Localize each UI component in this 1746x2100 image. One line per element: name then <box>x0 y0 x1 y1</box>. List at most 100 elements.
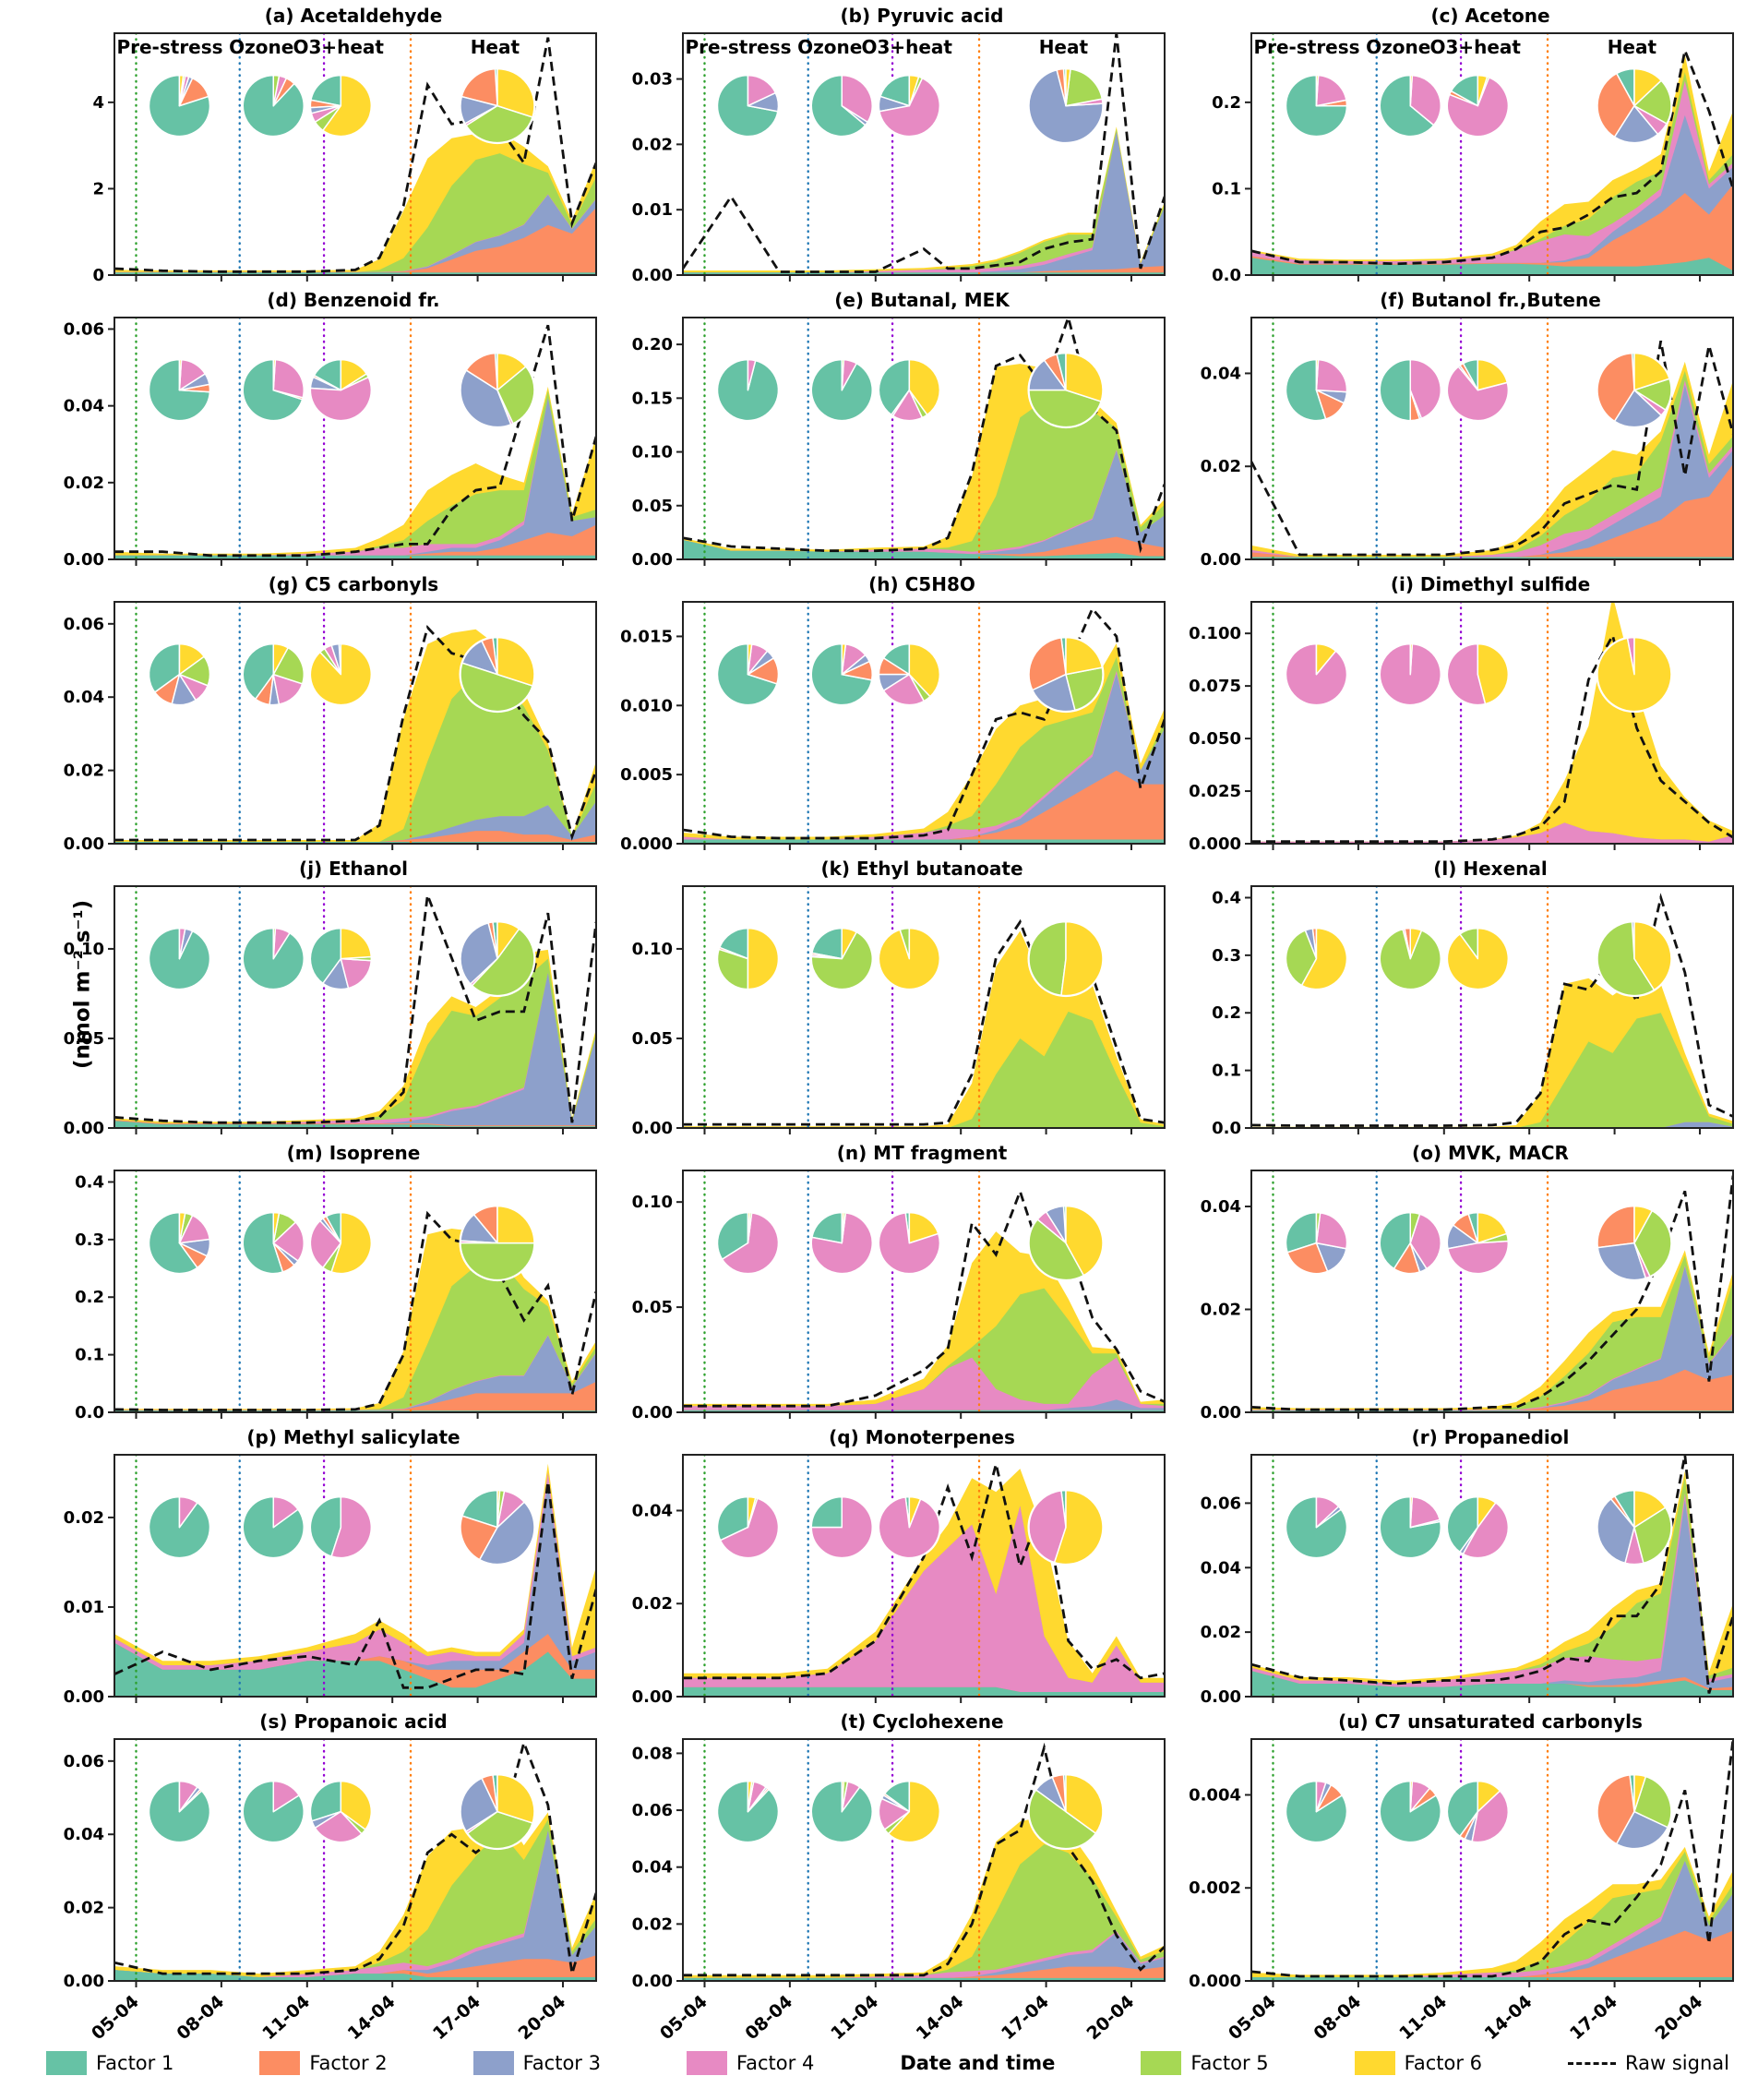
pie-o3-heat-a <box>308 74 373 138</box>
panel-a: (a) Acetaldehyde Pre-stress Ozone O3+heat He… <box>37 4 605 288</box>
x-axis-label: Date and time <box>900 2052 1056 2074</box>
y-tick-label: 0.02 <box>64 1508 104 1528</box>
panel-plot-n: 0.00 0.05 0.10 <box>632 1170 1166 1422</box>
panel-q: (q) Monoterpenes 0.00 0.02 0.04 <box>605 1425 1174 1710</box>
y-tick-label: 0.00 <box>64 834 104 854</box>
y-tick-label: 0.01 <box>64 1598 104 1617</box>
legend-label: Raw signal <box>1625 2052 1729 2074</box>
pie-ozone-d <box>241 358 305 423</box>
y-tick-label: 0.1 <box>75 1346 104 1365</box>
panel-plot-c: Pre-stress Ozone O3+heat Heat 0.0 0.1 0.2 <box>1212 32 1734 285</box>
y-tick-label: 0.02 <box>632 1914 673 1934</box>
pie-heat-g <box>459 636 536 714</box>
y-tick-label: 0.050 <box>1189 729 1241 749</box>
pie-pre-stress-m <box>147 1211 211 1276</box>
pie-pre-stress-i <box>1284 642 1348 707</box>
pie-ozone-i <box>1378 642 1442 707</box>
y-tick-label: 0.05 <box>632 1029 673 1049</box>
pie-pre-stress-p <box>147 1495 211 1560</box>
pie-o3-heat-n <box>877 1211 941 1276</box>
y-tick-label: 2 <box>92 179 104 198</box>
period-label: O3+heat <box>861 36 952 58</box>
y-tick-label: 0.04 <box>64 688 104 707</box>
legend-label: Factor 6 <box>1404 2052 1482 2074</box>
legend-label: Factor 3 <box>522 2052 601 2074</box>
pie-pre-stress-b <box>715 74 780 138</box>
y-tick-label: 0.0 <box>1212 1119 1241 1138</box>
pie-pre-stress-a <box>147 74 211 138</box>
y-tick-label: 0.075 <box>1189 677 1241 696</box>
legend-label: Factor 4 <box>735 2052 815 2074</box>
panel-j: (j) Ethanol 0.00 0.05 0.10 <box>37 857 605 1141</box>
period-label: Pre-stress <box>685 36 791 58</box>
y-tick-label: 0.00 <box>1201 550 1241 570</box>
pie-heat-e <box>1027 352 1105 429</box>
pie-pre-stress-u <box>1284 1780 1348 1844</box>
pie-ozone-o <box>1378 1211 1442 1276</box>
pie-ozone-e <box>809 358 874 423</box>
y-tick-label: 0.08 <box>632 1744 673 1763</box>
pie-heat-s <box>459 1773 536 1851</box>
legend-label: Factor 1 <box>96 2052 174 2074</box>
y-tick-label: 0.10 <box>632 443 673 462</box>
y-tick-label: 0.02 <box>1201 1623 1241 1642</box>
period-label: Heat <box>471 36 520 58</box>
pie-ozone-m <box>241 1211 305 1276</box>
y-tick-label: 0.000 <box>1189 1972 1241 1991</box>
y-tick-label: 0.06 <box>64 615 104 634</box>
x-tick-label: 20-04 <box>1082 1991 1138 2044</box>
panel-plot-i: 0.000 0.025 0.050 0.075 0.100 <box>1189 601 1734 854</box>
y-tick-label: 0.00 <box>632 1403 673 1422</box>
x-tick-label: 08-04 <box>173 1991 228 2044</box>
x-tick-label: 14-04 <box>913 1991 968 2044</box>
y-tick-label: 0.02 <box>64 1899 104 1918</box>
raw-signal-dash-icon <box>1568 2061 1616 2065</box>
period-label: Heat <box>1608 36 1657 58</box>
x-tick-label: 17-04 <box>429 1991 484 2044</box>
panel-plot-l: 0.0 0.1 0.2 0.3 0.4 <box>1212 885 1734 1138</box>
pie-o3-heat-j <box>308 927 373 991</box>
panel-i: (i) Dimethyl sulfide 0.000 0.025 0.050 0.075… <box>1174 572 1742 857</box>
period-label: Ozone <box>229 36 293 58</box>
panel-plot-k: 0.00 0.05 0.10 <box>632 885 1166 1138</box>
y-tick-label: 0.4 <box>1212 888 1241 907</box>
panel-title: (l) Hexenal <box>1433 858 1548 880</box>
panel-title: (c) Acetone <box>1430 5 1550 27</box>
pie-pre-stress-l <box>1284 927 1348 991</box>
y-tick-label: 0.06 <box>64 319 104 339</box>
y-tick-label: 0.01 <box>632 200 673 220</box>
panel-plot-r: 0.00 0.02 0.04 0.06 <box>1201 1454 1734 1707</box>
legend-swatch-factor-6 <box>1354 2051 1395 2075</box>
y-tick-label: 0.00 <box>632 1972 673 1991</box>
panel-title: (g) C5 carbonyls <box>268 573 439 595</box>
pie-o3-heat-p <box>308 1495 373 1560</box>
pie-heat-i <box>1596 636 1673 714</box>
panel-t: (t) Cyclohexene 0.00 0.02 0.04 0.06 0.08 05-04… <box>605 1710 1174 2052</box>
panel-title: (e) Butanal, MEK <box>834 289 1010 311</box>
pie-heat-j <box>459 920 536 998</box>
panel-plot-g: 0.00 0.02 0.04 0.06 <box>64 601 597 854</box>
y-tick-label: 0.04 <box>1201 1197 1241 1217</box>
pie-pre-stress-q <box>715 1495 780 1560</box>
panel-title: (f) Butanol fr.,Butene <box>1380 289 1601 311</box>
pie-o3-heat-r <box>1445 1495 1510 1560</box>
legend-swatch-factor-3 <box>472 2051 514 2075</box>
period-label: O3+heat <box>1429 36 1521 58</box>
panel-title: (j) Ethanol <box>299 858 408 880</box>
pie-ozone-j <box>241 927 305 991</box>
y-tick-label: 0 <box>92 266 104 285</box>
y-tick-label: 0.3 <box>75 1230 104 1250</box>
pie-pre-stress-t <box>715 1780 780 1844</box>
y-tick-label: 0.002 <box>1189 1878 1241 1898</box>
y-tick-label: 0.2 <box>75 1288 104 1307</box>
y-tick-label: 0.04 <box>1201 1558 1241 1578</box>
y-tick-label: 0.3 <box>1212 946 1241 966</box>
pie-pre-stress-h <box>715 642 780 707</box>
pie-pre-stress-n <box>715 1211 780 1276</box>
panel-g: (g) C5 carbonyls 0.00 0.02 0.04 0.06 <box>37 572 605 857</box>
y-tick-label: 0.05 <box>632 1298 673 1317</box>
y-tick-label: 0.10 <box>64 940 104 959</box>
x-tick-label: 20-04 <box>514 1991 569 2044</box>
period-label: O3+heat <box>293 36 384 58</box>
x-tick-label: 20-04 <box>1651 1991 1706 2044</box>
